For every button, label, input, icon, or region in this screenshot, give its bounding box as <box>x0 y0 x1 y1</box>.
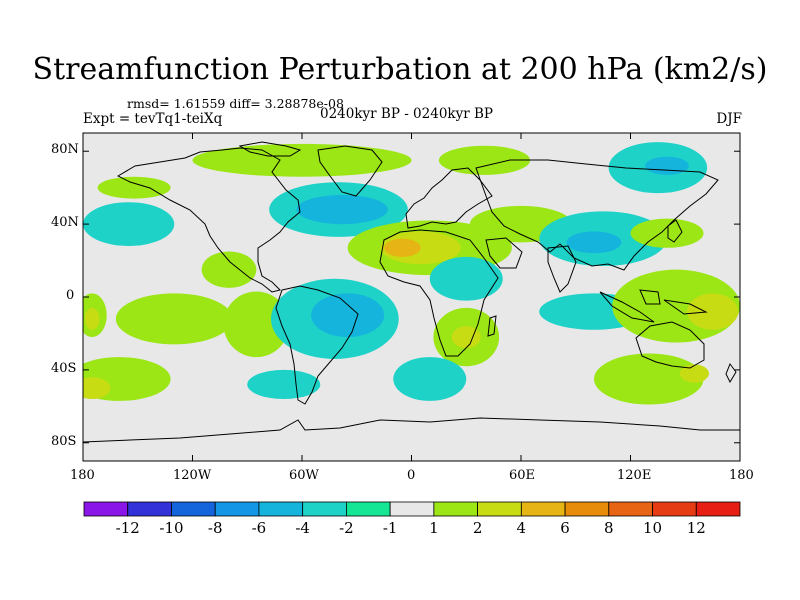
contour-region <box>630 218 704 248</box>
contour-region <box>247 369 321 400</box>
colorbar-label: 8 <box>604 519 614 537</box>
experiment-label: Expt = tevTq1-teiXq <box>83 111 223 127</box>
lon-tick-60e: 60E <box>509 468 536 483</box>
colorbar-label: -6 <box>252 519 267 537</box>
lon-tick-120e: 120E <box>617 468 652 483</box>
colorbar-label: 4 <box>517 519 527 537</box>
contour-region <box>97 176 171 199</box>
lat-tick-40n: 40N <box>51 215 79 230</box>
coastline-japan <box>667 219 683 243</box>
colorbar-label: -2 <box>339 519 354 537</box>
colorbar-swatch <box>171 501 216 517</box>
coastline-indonesia <box>599 289 708 323</box>
lon-tick-180e: 180 <box>729 468 754 483</box>
colorbar-label: -4 <box>295 519 310 537</box>
contour-region <box>201 251 257 288</box>
colorbar-label: 2 <box>473 519 483 537</box>
contour-region <box>223 291 290 358</box>
contour-region <box>83 377 111 400</box>
lon-tick-60w: 60W <box>289 468 319 483</box>
colorbar-swatch <box>652 501 697 517</box>
contour-region <box>84 307 100 330</box>
colorbar-swatch <box>127 501 172 517</box>
contour-regions <box>83 142 740 405</box>
colorbar-swatch <box>83 501 129 517</box>
stats-text: rmsd= 1.61559 diff= 3.28878e-08 <box>127 96 344 111</box>
colorbar-swatch <box>477 501 522 517</box>
colorbar-label: 6 <box>560 519 570 537</box>
contour-region <box>83 202 175 246</box>
coastline-greenland <box>317 145 383 197</box>
colorbar-swatch <box>345 501 391 517</box>
colorbar-swatch <box>433 501 479 517</box>
contour-region <box>451 326 481 349</box>
colorbar-label: -8 <box>208 519 223 537</box>
lon-tick-180w: 180 <box>70 468 95 483</box>
contour-region <box>192 143 412 177</box>
coastline-antarctica <box>83 417 740 443</box>
contour-region <box>311 293 385 338</box>
colorbar-label: 10 <box>643 519 662 537</box>
plot-title: Streamfunction Perturbation at 200 hPa (… <box>32 52 768 87</box>
coastline-india <box>547 245 577 293</box>
period-label: 0240kyr BP - 0240kyr BP <box>320 106 493 122</box>
colorbar-label: -10 <box>159 519 183 537</box>
colorbar-label: 12 <box>687 519 706 537</box>
axis-ticks <box>82 133 741 461</box>
season-label: DJF <box>716 111 742 127</box>
coastline-south-america <box>275 285 359 405</box>
contour-region <box>566 231 622 254</box>
colorbar-swatch <box>214 501 260 517</box>
lat-tick-40s: 40S <box>51 361 77 376</box>
contour-region <box>115 293 233 345</box>
coastline-arabia <box>485 237 523 269</box>
contour-region <box>384 238 421 257</box>
coastline-arctic-islands <box>238 141 302 157</box>
lat-tick-80s: 80S <box>51 434 77 449</box>
colorbar-swatch <box>695 501 741 517</box>
colorbar-swatch <box>389 501 435 517</box>
contour-region <box>679 364 709 383</box>
coastline-africa <box>379 229 499 357</box>
contour-region <box>687 293 739 330</box>
colorbar-swatch <box>302 501 347 517</box>
colorbar-swatch <box>258 501 304 517</box>
contour-region <box>393 357 467 401</box>
colorbar-swatch <box>520 501 566 517</box>
coastline-north-america <box>116 147 301 293</box>
coastlines <box>83 141 740 443</box>
lon-tick-120w: 120W <box>173 468 212 483</box>
colorbar-label: -1 <box>383 519 398 537</box>
lat-tick-80n: 80N <box>51 142 79 157</box>
colorbar-swatch <box>564 501 610 517</box>
coastline-new-zealand <box>725 362 737 384</box>
contour-region <box>429 256 503 301</box>
lat-tick-0: 0 <box>66 288 75 303</box>
colorbar-label: -12 <box>116 519 140 537</box>
colorbar-label: 1 <box>429 519 439 537</box>
coastline-australia <box>635 321 705 369</box>
contour-region <box>296 194 388 225</box>
coastline-madagascar <box>487 315 497 337</box>
contour-region <box>438 145 531 175</box>
coastline-asia <box>475 159 719 271</box>
lon-tick-0: 0 <box>407 468 416 483</box>
colorbar-swatch <box>608 501 653 517</box>
